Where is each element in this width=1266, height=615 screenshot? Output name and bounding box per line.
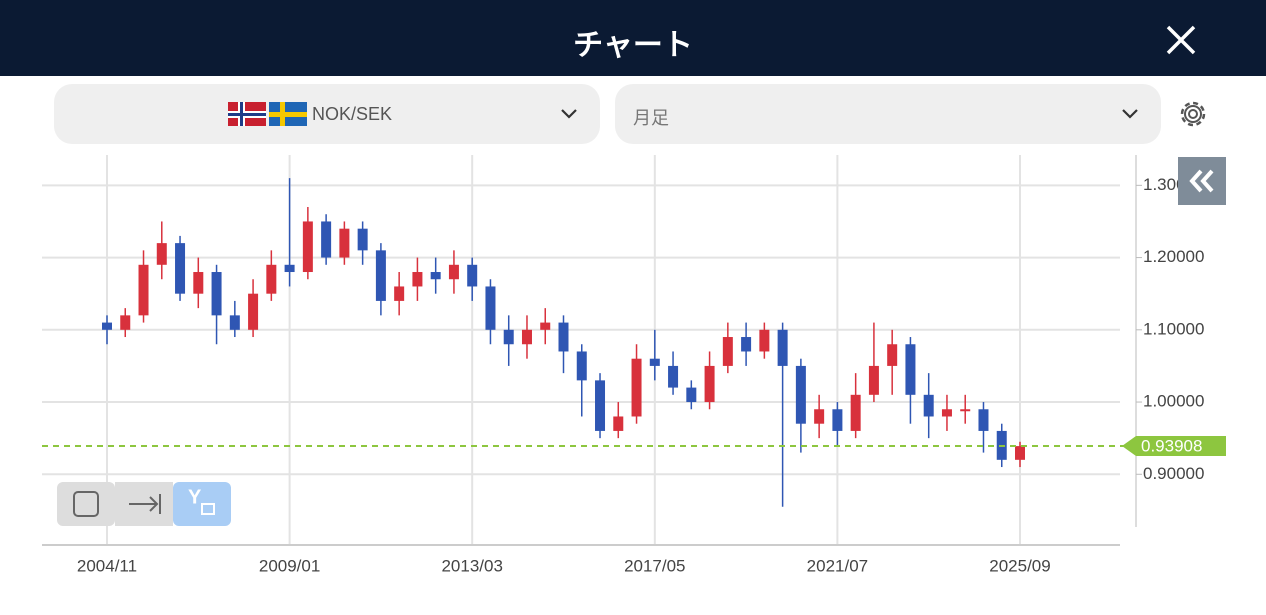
candle-body bbox=[375, 250, 386, 301]
candle-body bbox=[686, 387, 697, 403]
candle-body bbox=[850, 394, 861, 431]
chevron bbox=[1122, 109, 1138, 119]
candle-body bbox=[430, 272, 441, 280]
candle-body bbox=[266, 264, 277, 294]
candle-body bbox=[540, 322, 551, 330]
close-button[interactable] bbox=[1163, 22, 1199, 58]
candle-body bbox=[649, 358, 660, 366]
candle-body bbox=[576, 351, 587, 381]
flags bbox=[228, 102, 307, 126]
period-dropdown[interactable]: 月足 bbox=[615, 84, 1161, 144]
svg-text:Y: Y bbox=[188, 486, 202, 508]
candle-body bbox=[887, 344, 898, 366]
pair-dropdown[interactable]: NOK/SEK bbox=[54, 84, 600, 144]
collapse-button[interactable] bbox=[1178, 157, 1226, 205]
candle-body bbox=[832, 409, 843, 431]
candle-body bbox=[302, 221, 313, 273]
candle-body bbox=[868, 365, 879, 395]
candle-body bbox=[631, 358, 642, 417]
header-title: チャート bbox=[573, 29, 693, 62]
candle-body bbox=[941, 409, 952, 417]
candle-body bbox=[248, 293, 259, 330]
candle-body bbox=[741, 337, 752, 352]
y-tick-label: 0.90000 bbox=[1143, 464, 1204, 483]
x-tick-label: 2025/09 bbox=[989, 556, 1050, 575]
chevron bbox=[561, 109, 577, 119]
candle-body bbox=[777, 329, 788, 366]
candle-body bbox=[722, 337, 733, 366]
candle-body bbox=[978, 409, 989, 431]
candle-body bbox=[960, 409, 971, 412]
candle-body bbox=[595, 380, 606, 431]
last-price-label: 0.93908 bbox=[1141, 437, 1202, 456]
candle-body bbox=[138, 264, 149, 316]
pair-label: NOK/SEK bbox=[312, 104, 393, 124]
candle-body bbox=[795, 365, 806, 424]
x-tick-label: 2021/07 bbox=[807, 556, 868, 575]
candle-body bbox=[521, 329, 532, 345]
candle-body bbox=[485, 286, 496, 330]
last-price-tag bbox=[1122, 436, 1226, 457]
x-tick-label: 2013/03 bbox=[441, 556, 502, 575]
y-tick-label: 1.20000 bbox=[1143, 247, 1204, 266]
candle-body bbox=[814, 409, 825, 424]
candle-body bbox=[156, 243, 167, 265]
candle-body bbox=[503, 329, 514, 345]
candle-body bbox=[394, 286, 405, 301]
candle-body bbox=[558, 322, 569, 352]
chart-tools: Y bbox=[57, 482, 231, 526]
candle-body bbox=[412, 272, 423, 287]
settings-button[interactable] bbox=[1175, 96, 1211, 132]
candle-body bbox=[193, 272, 204, 294]
candle-body bbox=[668, 365, 679, 388]
candle-body bbox=[102, 322, 112, 330]
y-tick-label: 1.10000 bbox=[1143, 319, 1204, 338]
candle-body bbox=[448, 264, 459, 280]
candle-body bbox=[759, 329, 770, 352]
candle-body bbox=[905, 344, 916, 395]
candle-body bbox=[211, 272, 222, 316]
fit-button[interactable] bbox=[57, 482, 115, 526]
y-tick-label: 1.00000 bbox=[1143, 392, 1204, 411]
candle-body bbox=[467, 264, 478, 287]
candle-body bbox=[1015, 446, 1025, 460]
candle-body bbox=[120, 315, 131, 330]
candle-body bbox=[229, 315, 240, 330]
candle-body bbox=[284, 264, 295, 273]
candle-body bbox=[923, 394, 934, 417]
candle-body bbox=[704, 365, 715, 403]
header: チャート bbox=[0, 0, 1266, 76]
x-tick-label: 2009/01 bbox=[259, 556, 320, 575]
x-tick-label: 2004/11 bbox=[77, 556, 137, 575]
candle-body bbox=[339, 228, 350, 258]
candle-body bbox=[175, 243, 186, 294]
candle-body bbox=[613, 416, 624, 431]
candle-body bbox=[321, 221, 332, 258]
x-tick-label: 2017/05 bbox=[624, 556, 685, 575]
candle-body bbox=[357, 228, 368, 251]
chart: 0.900001.000001.100001.200001.300002004/… bbox=[42, 155, 1226, 575]
period-label: 月足 bbox=[633, 108, 669, 128]
